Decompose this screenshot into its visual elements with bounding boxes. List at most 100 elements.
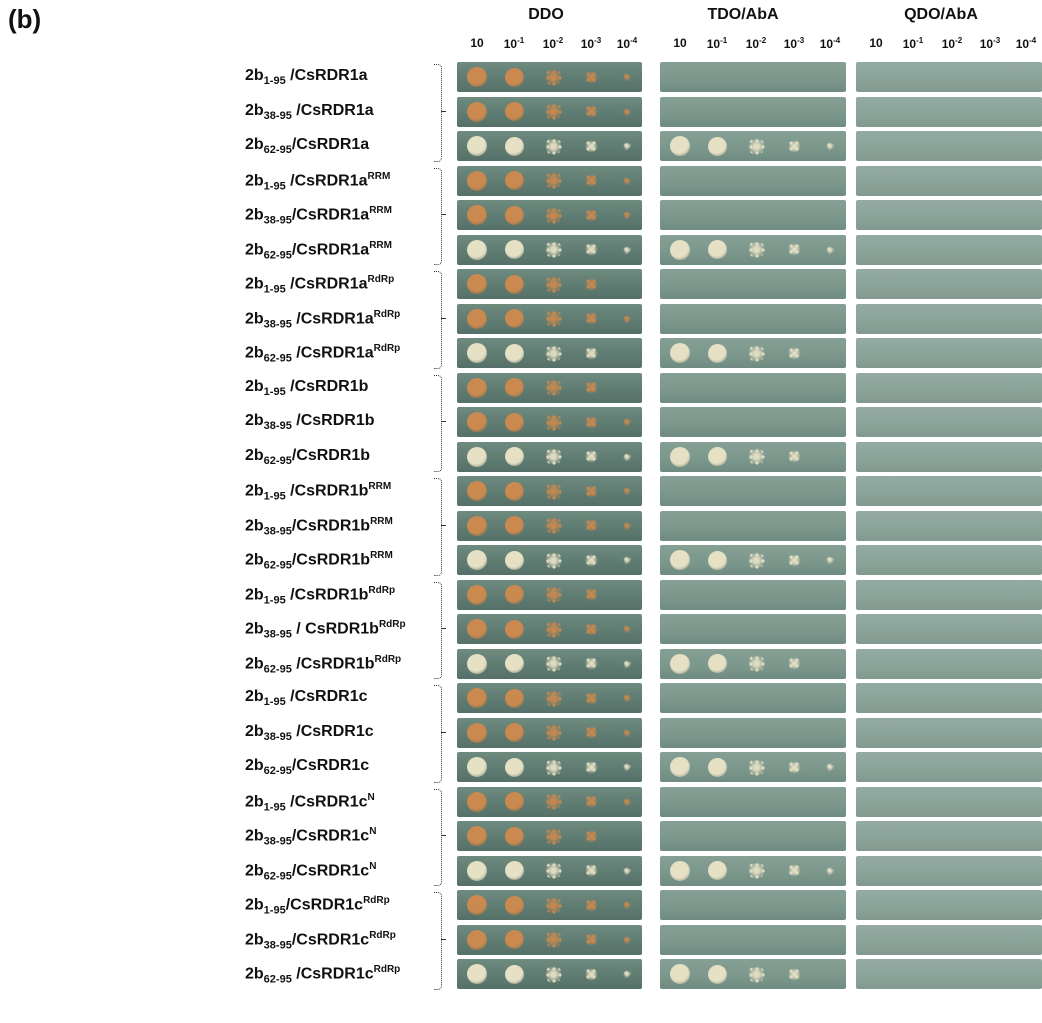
plate-strip [660, 303, 846, 334]
colony-spot [584, 415, 598, 429]
strain-label: 2b62-95/CsRDR1c [245, 757, 370, 778]
colony-spot [467, 67, 487, 87]
dilution-label: 10-2 [745, 36, 767, 51]
dilution-label: 10-3 [979, 36, 1001, 51]
colony-spot [467, 136, 487, 156]
plate-strip [660, 96, 846, 127]
colony-spot [584, 70, 598, 84]
colony-spot [707, 136, 727, 156]
colony-spot [504, 861, 524, 880]
colony-spot [544, 586, 562, 603]
plate-strip [660, 752, 846, 782]
colony-spot [467, 101, 487, 122]
strain-label: 2b1-95 /CsRDR1bRdRp [245, 584, 396, 607]
plate-strip [856, 614, 1042, 644]
colony-spot [787, 864, 801, 877]
dilution-label: 10-2 [542, 36, 564, 51]
group-bracket [434, 374, 442, 472]
plate-strip [856, 717, 1042, 748]
colony-spot [544, 862, 562, 879]
colony-spot [623, 521, 631, 530]
colony-spot [544, 379, 562, 396]
colony-spot [584, 691, 598, 705]
colony-spot [504, 723, 524, 742]
strain-label: 2b62-95 /CsRDR1aRdRp [245, 343, 401, 365]
colony-spot [504, 585, 524, 604]
colony-spot [504, 447, 524, 466]
colony-spot [504, 136, 524, 156]
plate-strip [856, 855, 1042, 886]
plate-strip [856, 441, 1042, 472]
plate-strip [457, 510, 642, 541]
plate-strip [856, 579, 1042, 610]
colony-spot [747, 758, 765, 776]
plate-strip [457, 96, 642, 127]
plate-strip [457, 683, 642, 713]
plate-strip [457, 545, 642, 575]
colony-spot [826, 763, 834, 771]
strain-label: 2b38-95/CsRDR1aRRM [245, 205, 392, 227]
colony-spot [467, 826, 487, 846]
colony-spot [584, 519, 598, 532]
colony-spot [544, 103, 562, 120]
colony-spot [544, 137, 562, 155]
strain-label: 2b38-95 / CsRDR1bRdRp [245, 619, 406, 641]
colony-spot [787, 139, 801, 153]
colony-spot [504, 654, 524, 673]
colony-spot [670, 757, 690, 777]
colony-spot [544, 68, 562, 86]
strain-label: 2b1-95 /CsRDR1aRdRp [245, 274, 395, 296]
colony-spot [504, 274, 524, 294]
colony-spot [707, 240, 727, 259]
colony-spot [707, 654, 727, 673]
group-bracket [434, 478, 442, 576]
colony-spot [544, 275, 562, 293]
dilution-label: 10-1 [503, 36, 525, 51]
colony-spot [787, 657, 801, 670]
bracket-tick [441, 317, 446, 319]
dilution-label: 10 [673, 36, 687, 50]
bracket-tick [441, 110, 446, 112]
bracket-tick [441, 214, 446, 216]
colony-spot [584, 760, 598, 774]
colony-spot [544, 482, 562, 500]
strain-label: 2b1-95 /CsRDR1a [245, 67, 368, 88]
plate-strip [457, 924, 642, 955]
plate-strip [457, 441, 642, 472]
plate-strip [660, 165, 846, 196]
plate-strip [457, 131, 642, 161]
colony-spot [544, 655, 562, 672]
colony-spot [584, 795, 598, 808]
bracket-tick [441, 938, 446, 940]
colony-spot [747, 241, 765, 258]
plate-strip [457, 786, 642, 817]
colony-spot [670, 343, 690, 363]
colony-spot [670, 446, 690, 467]
colony-spot [584, 381, 598, 394]
dilution-label: 10-1 [706, 36, 728, 51]
colony-spot [623, 418, 631, 426]
colony-spot [670, 653, 690, 674]
colony-spot [787, 450, 801, 463]
colony-spot [584, 105, 598, 118]
colony-spot [670, 964, 690, 984]
colony-spot [623, 314, 631, 323]
strain-label: 2b62-95/CsRDR1cN [245, 860, 377, 883]
plate-strip [856, 269, 1042, 299]
colony-spot [467, 308, 487, 329]
colony-spot [787, 553, 801, 567]
strain-label: 2b1-95 /CsRDR1b [245, 377, 369, 398]
colony-spot [544, 931, 562, 948]
colony-spot [670, 136, 690, 156]
colony-spot [623, 728, 631, 737]
plate-strip [457, 614, 642, 644]
colony-spot [544, 827, 562, 845]
colony-spot [623, 763, 631, 771]
dilution-label: 10-4 [819, 36, 841, 51]
dilution-label: 10-1 [902, 36, 924, 51]
colony-spot [544, 689, 562, 707]
colony-spot [826, 142, 834, 150]
bracket-tick [441, 731, 446, 733]
colony-spot [584, 829, 598, 843]
colony-spot [544, 344, 562, 362]
